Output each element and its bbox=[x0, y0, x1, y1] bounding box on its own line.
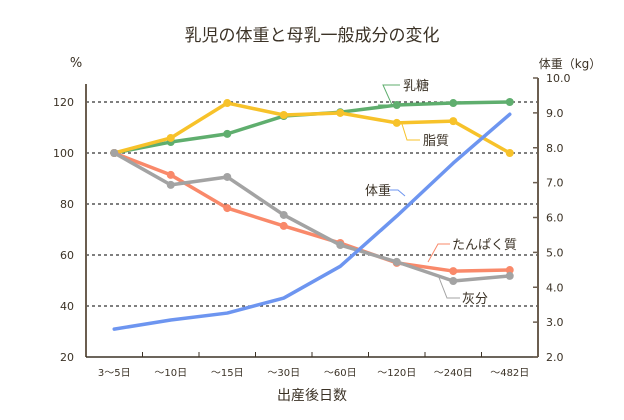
left-tick-label: 20 bbox=[60, 351, 74, 364]
left-tick-label: 60 bbox=[60, 249, 74, 262]
data-point bbox=[449, 267, 458, 276]
right-axis-label: 体重（kg） bbox=[539, 57, 602, 71]
data-point bbox=[336, 241, 345, 250]
callout-line bbox=[378, 84, 400, 106]
data-point bbox=[392, 118, 401, 127]
data-point bbox=[223, 172, 232, 181]
series-line-体重 bbox=[112, 112, 512, 331]
data-point bbox=[279, 210, 288, 219]
right-tick-label: 3.0 bbox=[546, 316, 564, 329]
callout-line bbox=[388, 189, 406, 197]
callout-line bbox=[401, 123, 420, 141]
right-tick-label: 10.0 bbox=[546, 72, 571, 85]
left-tick-label: 40 bbox=[60, 300, 74, 313]
left-tick-label: 100 bbox=[53, 147, 74, 160]
series-line-灰分 bbox=[112, 151, 512, 283]
series-label-たんぱく質: たんぱく質 bbox=[452, 238, 517, 253]
data-point bbox=[279, 111, 288, 120]
series-label-乳糖: 乳糖 bbox=[403, 78, 429, 94]
data-point bbox=[110, 149, 119, 157]
x-tick-label: 〜30日 bbox=[267, 368, 300, 379]
series-line-脂質 bbox=[112, 101, 512, 155]
chart-title: 乳児の体重と母乳一般成分の変化 bbox=[185, 26, 440, 46]
series-label-体重: 体重 bbox=[365, 183, 391, 199]
data-point bbox=[223, 129, 232, 138]
data-point bbox=[449, 117, 458, 126]
right-tick-label: 5.0 bbox=[546, 246, 564, 259]
right-tick-label: 7.0 bbox=[546, 177, 564, 190]
data-point bbox=[449, 99, 458, 108]
x-tick-label: 〜60日 bbox=[324, 368, 357, 379]
right-tick-label: 6.0 bbox=[546, 212, 564, 225]
data-point bbox=[505, 98, 514, 106]
x-tick-label: 〜120日 bbox=[377, 368, 416, 379]
right-tick-label: 4.0 bbox=[546, 281, 564, 294]
x-tick-label: 3〜5日 bbox=[98, 368, 131, 379]
x-axis-label: 出産後日数 bbox=[277, 388, 347, 404]
left-axis-label: % bbox=[70, 56, 82, 71]
data-point bbox=[505, 266, 514, 275]
data-point bbox=[166, 133, 175, 142]
x-tick-label: 〜10日 bbox=[154, 368, 187, 379]
left-tick-label: 80 bbox=[60, 198, 74, 211]
data-point bbox=[392, 257, 401, 266]
series-label-脂質: 脂質 bbox=[423, 134, 449, 149]
data-point bbox=[166, 180, 175, 189]
right-tick-label: 9.0 bbox=[546, 107, 564, 120]
right-tick-label: 2.0 bbox=[546, 351, 564, 364]
data-point bbox=[223, 99, 232, 108]
callout-line bbox=[437, 274, 460, 299]
x-tick-label: 〜482日 bbox=[490, 368, 529, 379]
data-point bbox=[449, 277, 458, 286]
data-point bbox=[279, 221, 288, 230]
series-line-たんぱく質 bbox=[112, 151, 512, 273]
series-line-乳糖 bbox=[112, 100, 512, 155]
data-point bbox=[223, 204, 232, 213]
x-tick-label: 〜240日 bbox=[434, 368, 473, 379]
data-point bbox=[505, 271, 514, 280]
data-point bbox=[505, 149, 514, 157]
left-tick-label: 120 bbox=[53, 96, 74, 109]
data-point bbox=[166, 170, 175, 179]
data-point bbox=[392, 101, 401, 110]
right-tick-label: 8.0 bbox=[546, 142, 564, 155]
series-label-灰分: 灰分 bbox=[462, 292, 488, 307]
callout-line bbox=[427, 243, 450, 263]
x-tick-label: 〜15日 bbox=[211, 368, 244, 379]
data-point bbox=[336, 108, 345, 117]
